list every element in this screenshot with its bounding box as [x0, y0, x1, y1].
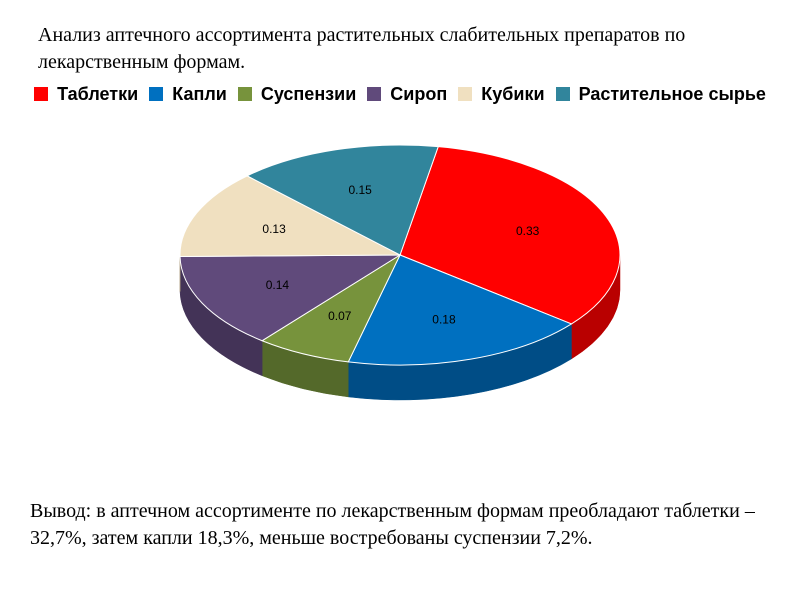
- swatch-icon: [34, 87, 48, 101]
- pie-chart: 0.33 0.18 0.07 0.14 0.13 0.15: [0, 110, 800, 440]
- swatch-icon: [367, 87, 381, 101]
- pie-label-cubes: 0.13: [262, 222, 286, 236]
- legend-item-tablets: Таблетки: [34, 84, 138, 105]
- legend-label: Сироп: [390, 84, 447, 104]
- legend-item-cubes: Кубики: [458, 84, 544, 105]
- conclusion-text: Вывод: в аптечном ассортименте по лекарс…: [30, 498, 770, 552]
- swatch-icon: [149, 87, 163, 101]
- chart-legend: Таблетки Капли Суспензии Сироп Кубики Ра…: [0, 84, 800, 105]
- pie-label-syrup: 0.14: [266, 278, 290, 292]
- legend-item-rawplant: Растительное сырье: [556, 84, 766, 105]
- pie-label-suspens: 0.07: [328, 309, 352, 323]
- legend-label: Капли: [172, 84, 227, 104]
- swatch-icon: [238, 87, 252, 101]
- pie-label-drops: 0.18: [432, 313, 456, 327]
- legend-item-drops: Капли: [149, 84, 227, 105]
- legend-label: Кубики: [481, 84, 544, 104]
- swatch-icon: [458, 87, 472, 101]
- pie-svg: 0.33 0.18 0.07 0.14 0.13 0.15: [120, 110, 680, 430]
- legend-label: Растительное сырье: [579, 84, 766, 104]
- swatch-icon: [556, 87, 570, 101]
- legend-label: Таблетки: [57, 84, 138, 104]
- legend-label: Суспензии: [261, 84, 356, 104]
- page: Анализ аптечного ассортимента растительн…: [0, 0, 800, 600]
- page-title: Анализ аптечного ассортимента растительн…: [38, 22, 758, 76]
- legend-item-syrup: Сироп: [367, 84, 447, 105]
- legend-item-suspens: Суспензии: [238, 84, 356, 105]
- pie-label-rawplant: 0.15: [348, 183, 372, 197]
- pie-label-tablets: 0.33: [516, 224, 540, 238]
